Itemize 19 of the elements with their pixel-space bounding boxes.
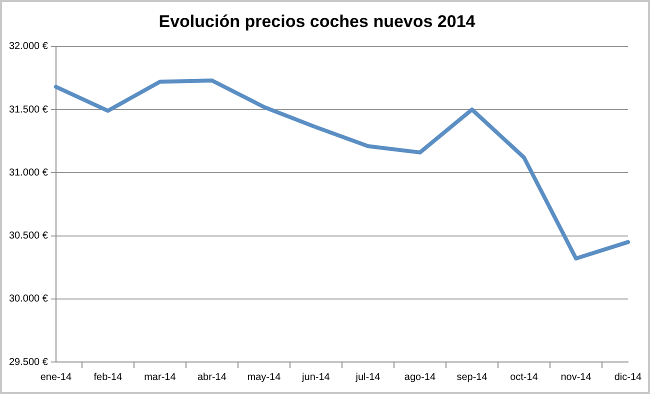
y-tick-label: 30.000 € — [8, 294, 48, 305]
x-tick-label: mar-14 — [144, 372, 176, 383]
x-tick-label: may-14 — [247, 372, 282, 383]
x-tick-label: ene-14 — [40, 372, 72, 383]
x-tick-label: abr-14 — [197, 372, 227, 383]
y-tick-label: 30.500 € — [8, 230, 48, 242]
y-tick-label: 31.500 € — [8, 104, 48, 116]
y-tick-label: 32.000 € — [8, 41, 48, 52]
x-tick-label: dic-14 — [614, 372, 642, 383]
x-tick-label: feb-14 — [94, 372, 123, 383]
x-tick-label: oct-14 — [510, 372, 538, 383]
y-tick-label: 29.500 € — [8, 356, 48, 368]
x-tick-label: ago-14 — [404, 372, 436, 383]
x-tick-label: sep-14 — [456, 372, 488, 383]
x-tick-label: jul-14 — [354, 372, 381, 383]
x-tick-label: nov-14 — [560, 372, 592, 383]
y-tick-label: 31.000 € — [8, 167, 48, 178]
chart-title: Evolución precios coches nuevos 2014 — [158, 12, 476, 31]
x-tick-label: jun-14 — [301, 372, 330, 383]
